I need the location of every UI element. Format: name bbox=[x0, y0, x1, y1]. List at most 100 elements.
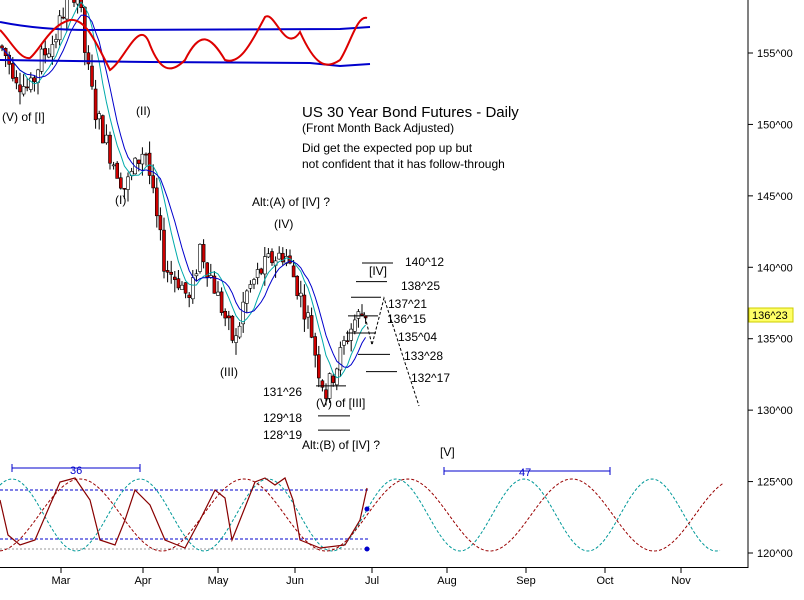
candle bbox=[21, 74, 26, 97]
candle bbox=[309, 307, 314, 339]
comment-line-2: not confident that it has follow-through bbox=[302, 157, 505, 171]
wave-label: [IV] bbox=[369, 264, 387, 278]
x-tick-label: Apr bbox=[134, 575, 151, 587]
candle bbox=[151, 164, 155, 194]
candle bbox=[133, 157, 137, 175]
x-tick-label: Aug bbox=[437, 575, 457, 587]
candle bbox=[255, 262, 260, 285]
x-tick-label: May bbox=[208, 575, 229, 587]
wave-label: Alt:(A) of [IV] ? bbox=[252, 195, 330, 209]
wave-label: Alt:(B) of [IV] ? bbox=[302, 438, 380, 452]
level-label: 133^28 bbox=[404, 349, 443, 363]
y-tick-label: 130^00 bbox=[757, 405, 793, 417]
candle bbox=[302, 284, 307, 332]
oscillator-point bbox=[364, 546, 370, 552]
candle bbox=[93, 79, 98, 129]
moving-average-fast bbox=[1, 1, 366, 379]
level-label: 135^04 bbox=[398, 330, 437, 344]
upper-band-indicator bbox=[0, 15, 371, 72]
moving-averages bbox=[1, 1, 367, 379]
wave-label: (III) bbox=[220, 365, 238, 379]
level-label: 136^15 bbox=[387, 312, 426, 326]
candle bbox=[205, 262, 209, 287]
candle bbox=[223, 308, 227, 327]
y-tick-label: 135^00 bbox=[757, 334, 793, 346]
candle bbox=[216, 281, 220, 296]
level-label: 128^19 bbox=[263, 428, 302, 442]
candle bbox=[230, 315, 235, 344]
candle bbox=[97, 110, 101, 130]
comment-line-1: Did get the expected pop up but bbox=[302, 141, 473, 155]
candle bbox=[201, 239, 206, 269]
candlestick-series bbox=[0, 0, 368, 406]
candle bbox=[248, 280, 253, 293]
level-label: 131^26 bbox=[263, 385, 302, 399]
candle bbox=[122, 187, 127, 199]
candle bbox=[331, 374, 336, 387]
candle bbox=[176, 270, 181, 291]
candle bbox=[18, 72, 22, 105]
candle bbox=[227, 310, 231, 331]
candle bbox=[324, 383, 328, 406]
x-tick-label: Mar bbox=[52, 575, 71, 587]
y-tick-label: 155^00 bbox=[757, 48, 793, 60]
level-label: 137^21 bbox=[388, 297, 427, 311]
candle bbox=[43, 38, 48, 64]
candle bbox=[237, 322, 242, 340]
candle bbox=[144, 152, 148, 166]
candle bbox=[86, 45, 91, 70]
candle bbox=[173, 271, 177, 293]
cycle-label: 47 bbox=[519, 467, 531, 479]
oscillator-line bbox=[0, 477, 368, 549]
y-tick-label: 150^00 bbox=[757, 119, 793, 131]
candle bbox=[104, 124, 109, 145]
candle bbox=[169, 260, 173, 284]
candle bbox=[277, 246, 282, 260]
cycle-oscillator bbox=[0, 464, 725, 552]
candle bbox=[61, 7, 66, 20]
wave-label: (II) bbox=[136, 104, 151, 118]
cycle-label: 36 bbox=[70, 465, 82, 477]
band-oscillator bbox=[0, 15, 368, 72]
y-tick-label: 125^00 bbox=[757, 477, 793, 489]
cycle-wave-47 bbox=[0, 478, 725, 552]
projection-path bbox=[363, 296, 420, 407]
cycle-wave-36 bbox=[0, 478, 721, 552]
candle bbox=[115, 161, 119, 179]
x-axis-ticks: Mar Apr May Jun Jul Aug Sep Oct Nov bbox=[52, 568, 691, 587]
candle bbox=[155, 177, 159, 228]
candle bbox=[72, 0, 76, 8]
x-tick-label: Nov bbox=[671, 575, 691, 587]
candle bbox=[356, 308, 361, 328]
wave-label: (IV) bbox=[274, 217, 293, 231]
candle bbox=[111, 161, 116, 170]
level-label: 132^17 bbox=[411, 371, 450, 385]
candle bbox=[28, 72, 33, 93]
chart-subtitle: (Front Month Back Adjusted) bbox=[302, 121, 454, 135]
candle bbox=[360, 304, 364, 316]
candle bbox=[234, 328, 238, 355]
y-tick-label: 145^00 bbox=[757, 191, 793, 203]
candle bbox=[165, 260, 170, 283]
candle bbox=[219, 287, 224, 316]
candle bbox=[280, 247, 285, 266]
candle bbox=[158, 207, 163, 241]
candle bbox=[75, 0, 80, 14]
candle bbox=[252, 277, 256, 290]
candle bbox=[320, 379, 325, 392]
candle bbox=[316, 345, 321, 388]
candle bbox=[183, 282, 188, 299]
candle bbox=[194, 269, 199, 282]
chart-title: US 30 Year Bond Futures - Daily bbox=[302, 104, 519, 121]
candle bbox=[14, 70, 19, 90]
candle bbox=[266, 248, 271, 259]
level-label: 138^25 bbox=[401, 279, 440, 293]
oscillator-point bbox=[364, 506, 370, 512]
x-tick-label: Jul bbox=[365, 575, 379, 587]
candle bbox=[259, 267, 264, 276]
candle bbox=[298, 280, 303, 308]
candle bbox=[187, 292, 191, 308]
candle bbox=[101, 114, 105, 144]
candle bbox=[295, 275, 300, 300]
candle bbox=[57, 10, 62, 46]
